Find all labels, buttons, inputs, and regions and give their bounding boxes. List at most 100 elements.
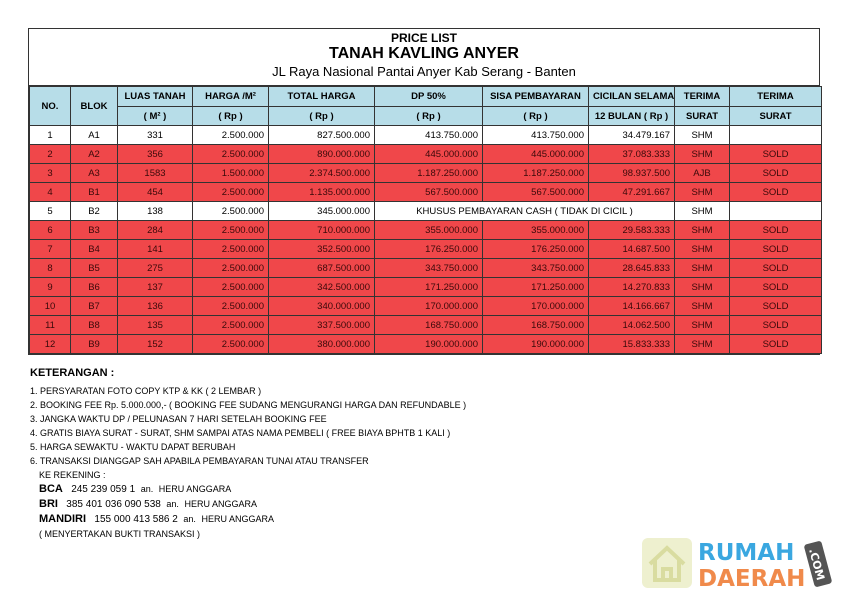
- table-row: 8 B5 275 2.500.000 687.500.000 343.750.000 343…: [29, 258, 822, 278]
- unit-total: ( Rp ): [268, 106, 375, 126]
- cell-status: SOLD: [729, 239, 822, 259]
- cell-status: [729, 125, 822, 145]
- cell-no: 3: [29, 163, 71, 183]
- page-title: TANAH KAVLING ANYER: [329, 45, 519, 62]
- cell-total: 352.500.000: [268, 239, 375, 259]
- col-dp: DP 50%: [374, 86, 483, 107]
- rekening-label: KE REKENING :: [39, 470, 106, 480]
- cell-sisa: 190.000.000: [482, 334, 589, 354]
- cell-dp: 413.750.000: [374, 125, 483, 145]
- col-total: TOTAL HARGA: [268, 86, 375, 107]
- cell-dp: 168.750.000: [374, 315, 483, 335]
- cell-surat: SHM: [674, 220, 730, 240]
- cell-surat: SHM: [674, 296, 730, 316]
- cell-no: 2: [29, 144, 71, 164]
- cell-total: 890.000.000: [268, 144, 375, 164]
- cell-cicilan: 47.291.667: [588, 182, 675, 202]
- cell-blok: B6: [70, 277, 118, 297]
- cell-status: SOLD: [729, 258, 822, 278]
- cell-sisa: 445.000.000: [482, 144, 589, 164]
- cell-total: 710.000.000: [268, 220, 375, 240]
- cell-status: SOLD: [729, 277, 822, 297]
- table-row: 7 B4 141 2.500.000 352.500.000 176.250.000 176…: [29, 239, 822, 259]
- unit-luas: ( M² ): [117, 106, 193, 126]
- price-list-label: PRICE LIST: [390, 31, 457, 45]
- cell-luas: 152: [117, 334, 193, 354]
- col-no: NO.: [29, 86, 71, 126]
- cell-cicilan: 34.479.167: [588, 125, 675, 145]
- table-row: 4 B1 454 2.500.000 1.135.000.000 567.500.000 5…: [29, 182, 822, 202]
- cell-cicilan: 15.833.333: [588, 334, 675, 354]
- unit-dp: ( Rp ): [374, 106, 483, 126]
- cell-total: 340.000.000: [268, 296, 375, 316]
- table-row: 3 A3 1583 1.500.000 2.374.500.000 1.187.250.0…: [29, 163, 822, 183]
- cell-luas: 136: [117, 296, 193, 316]
- cell-cicilan: 37.083.333: [588, 144, 675, 164]
- price-list-sheet: PRICE LIST TANAH KAVLING ANYER JL Raya N…: [28, 28, 822, 355]
- cell-no: 12: [29, 334, 71, 354]
- cell-total: 342.500.000: [268, 277, 375, 297]
- cell-dp: 355.000.000: [374, 220, 483, 240]
- table-row: 12 B9 152 2.500.000 380.000.000 190.000.000 19…: [29, 334, 822, 354]
- cell-no: 4: [29, 182, 71, 202]
- cell-total: 2.374.500.000: [268, 163, 375, 183]
- cell-blok: B2: [70, 201, 118, 221]
- cell-luas: 284: [117, 220, 193, 240]
- cell-status: SOLD: [729, 296, 822, 316]
- house-icon: RUMAH DAERAH .COM: [642, 538, 832, 592]
- bank-mandiri: MANDIRI 155 000 413 586 2 an. HERU ANGGA…: [39, 513, 274, 525]
- cell-harga: 2.500.000: [192, 220, 269, 240]
- cell-dp: 343.750.000: [374, 258, 483, 278]
- cell-sisa: 355.000.000: [482, 220, 589, 240]
- table-row: 1 A1 331 2.500.000 827.500.000 413.750.000 413…: [29, 125, 822, 145]
- unit-surat-1: SURAT: [674, 106, 730, 126]
- cell-blok: A3: [70, 163, 118, 183]
- cell-sisa: 171.250.000: [482, 277, 589, 297]
- cell-surat: SHM: [674, 125, 730, 145]
- cell-cicilan: 28.645.833: [588, 258, 675, 278]
- cell-total: 687.500.000: [268, 258, 375, 278]
- cell-harga: 2.500.000: [192, 334, 269, 354]
- cell-harga: 2.500.000: [192, 144, 269, 164]
- cell-luas: 454: [117, 182, 193, 202]
- cell-sisa: 170.000.000: [482, 296, 589, 316]
- cell-cicilan: 98.937.500: [588, 163, 675, 183]
- cell-harga: 2.500.000: [192, 239, 269, 259]
- cell-status: SOLD: [729, 182, 822, 202]
- bank-bca: BCA 245 239 059 1 an. HERU ANGGARA: [39, 483, 232, 495]
- cell-sisa: 343.750.000: [482, 258, 589, 278]
- note-item: 2. BOOKING FEE Rp. 5.000.000,- ( BOOKING…: [30, 400, 467, 410]
- cell-blok: B8: [70, 315, 118, 335]
- cell-dp: 176.250.000: [374, 239, 483, 259]
- cell-cicilan: 29.583.333: [588, 220, 675, 240]
- note-item: 6. TRANSAKSI DIANGGAP SAH APABILA PEMBAY…: [30, 456, 369, 466]
- col-cicilan: CICILAN SELAMA: [588, 86, 675, 107]
- unit-surat-2: SURAT: [729, 106, 822, 126]
- cell-no: 8: [29, 258, 71, 278]
- cell-luas: 137: [117, 277, 193, 297]
- cell-luas: 138: [117, 201, 193, 221]
- note-item: 1. PERSYARATAN FOTO COPY KTP & KK ( 2 LE…: [30, 386, 262, 396]
- cell-total: 345.000.000: [268, 201, 375, 221]
- col-luas: LUAS TANAH: [117, 86, 193, 107]
- cell-no: 11: [29, 315, 71, 335]
- notes-footer: ( MENYERTAKAN BUKTI TRANSAKSI ): [39, 529, 201, 539]
- cell-cicilan: 14.062.500: [588, 315, 675, 335]
- cell-harga: 2.500.000: [192, 296, 269, 316]
- table-row: 9 B6 137 2.500.000 342.500.000 171.250.000 171…: [29, 277, 822, 297]
- cell-surat: SHM: [674, 144, 730, 164]
- cell-cicilan: 14.687.500: [588, 239, 675, 259]
- cell-dp: 170.000.000: [374, 296, 483, 316]
- table-row: 6 B3 284 2.500.000 710.000.000 355.000.000 355…: [29, 220, 822, 240]
- cell-blok: B7: [70, 296, 118, 316]
- cell-status: SOLD: [729, 334, 822, 354]
- note-item: 4. GRATIS BIAYA SURAT - SURAT, SHM SAMPA…: [30, 428, 451, 438]
- cell-status: [729, 201, 822, 221]
- cell-no: 5: [29, 201, 71, 221]
- cell-total: 1.135.000.000: [268, 182, 375, 202]
- cell-harga: 1.500.000: [192, 163, 269, 183]
- cell-no: 6: [29, 220, 71, 240]
- cell-dp: 445.000.000: [374, 144, 483, 164]
- cell-surat: SHM: [674, 334, 730, 354]
- cell-dp: 567.500.000: [374, 182, 483, 202]
